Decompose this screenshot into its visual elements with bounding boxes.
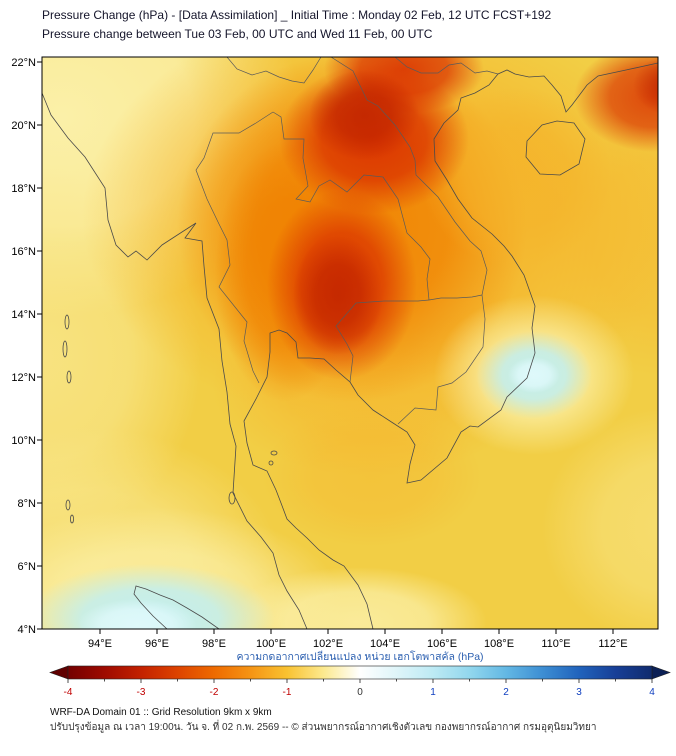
x-tick-label: 102°E: [313, 638, 343, 650]
border-china-myanmar-laos: [226, 57, 322, 84]
colorbar-tick-label: -3: [137, 687, 146, 698]
island-gulf: [270, 450, 278, 456]
figure-footer: WRF-DA Domain 01 :: Grid Resolution 9km …: [50, 705, 596, 735]
colorbar: ความกดอากาศเปลี่ยนแปลง หน่วย เฮกโตพาสคัล…: [49, 650, 671, 698]
coastline-mainland-west: [42, 92, 308, 629]
title-line-1: Pressure Change (hPa) - [Data Assimilati…: [42, 8, 552, 22]
country-borders: [195, 57, 499, 425]
x-tick-label: 108°E: [484, 638, 514, 650]
plot-area: [41, 56, 659, 630]
x-tick-label: 98°E: [202, 638, 226, 650]
y-tick-label: 18°N: [11, 183, 36, 195]
y-tick-label: 4°N: [18, 624, 37, 636]
coastline-gulf-indochina: [243, 62, 658, 629]
colorbar-tick-label: -4: [64, 687, 73, 698]
x-tick-label: 104°E: [370, 638, 400, 650]
border-laos-vietnam-cambodia: [330, 57, 488, 425]
y-tick-label: 6°N: [18, 561, 37, 573]
colorbar-tick-label: 3: [576, 687, 582, 698]
border-china-vietnam: [394, 57, 499, 75]
title-line-2: Pressure change between Tue 03 Feb, 00 U…: [42, 27, 433, 41]
axis-ticks: [37, 61, 614, 634]
island-phuket: [228, 491, 236, 505]
y-tick-label: 12°N: [11, 372, 36, 384]
colorbar-tick-label: -2: [210, 687, 219, 698]
x-tick-label: 112°E: [598, 638, 627, 650]
y-tick-label: 8°N: [18, 498, 37, 510]
colorbar-tick-label: 0: [357, 687, 363, 698]
colorbar-tick-label: -1: [283, 687, 292, 698]
plot-frame: [41, 56, 659, 630]
island: [66, 370, 72, 384]
border-myanmar-thailand: [195, 111, 274, 384]
island: [70, 514, 74, 524]
coastline-sumatra: [133, 585, 220, 629]
border-thailand-laos: [272, 111, 431, 301]
y-tick-label: 10°N: [11, 435, 36, 447]
colorbar-ticks: [67, 679, 653, 683]
colorbar-left-arrow: [49, 665, 69, 680]
y-tick-label: 22°N: [11, 57, 36, 69]
border-laos-cambodia: [428, 294, 483, 301]
y-axis-labels: 22°N 20°N 18°N 16°N 14°N 12°N 10°N 8°N 6…: [11, 57, 36, 636]
x-tick-label: 110°E: [541, 638, 570, 650]
figure-titles: Pressure Change (hPa) - [Data Assimilati…: [42, 6, 551, 44]
island: [65, 499, 71, 511]
colorbar-gradient-bar: [67, 665, 653, 680]
x-tick-label: 106°E: [427, 638, 457, 650]
colorbar-tick-label: 4: [649, 687, 655, 698]
y-tick-label: 14°N: [11, 309, 36, 321]
y-tick-label: 20°N: [11, 120, 36, 132]
colorbar-tick-label: 1: [430, 687, 436, 698]
footer-domain-info: WRF-DA Domain 01 :: Grid Resolution 9km …: [50, 707, 272, 718]
pressure-field: [42, 57, 658, 629]
coastline-hainan: [525, 120, 586, 176]
colorbar-tick-label: 2: [503, 687, 509, 698]
x-axis-labels: 94°E 96°E 98°E 100°E 102°E 104°E 106°E 1…: [88, 638, 628, 650]
x-tick-label: 94°E: [88, 638, 112, 650]
x-tick-label: 96°E: [145, 638, 169, 650]
island-gulf: [268, 460, 274, 466]
colorbar-tick-labels: -4 -3 -2 -1 0 1 2 3 4: [64, 687, 656, 698]
colorbar-right-arrow: [651, 665, 671, 680]
footer-update-info: ปรับปรุงข้อมูล ณ เวลา 19:00น. วัน จ. ที่…: [50, 722, 597, 733]
x-tick-label: 100°E: [256, 638, 286, 650]
colorbar-label: ความกดอากาศเปลี่ยนแปลง หน่วย เฮกโตพาสคัล…: [236, 650, 483, 663]
y-tick-label: 16°N: [11, 246, 36, 258]
island: [62, 340, 68, 358]
border-thailand-cambodia: [335, 299, 430, 383]
coastlines: [42, 62, 658, 629]
island: [64, 314, 70, 330]
pressure-map-figure: 22°N 20°N 18°N 16°N 14°N 12°N 10°N 8°N 6…: [11, 56, 659, 650]
